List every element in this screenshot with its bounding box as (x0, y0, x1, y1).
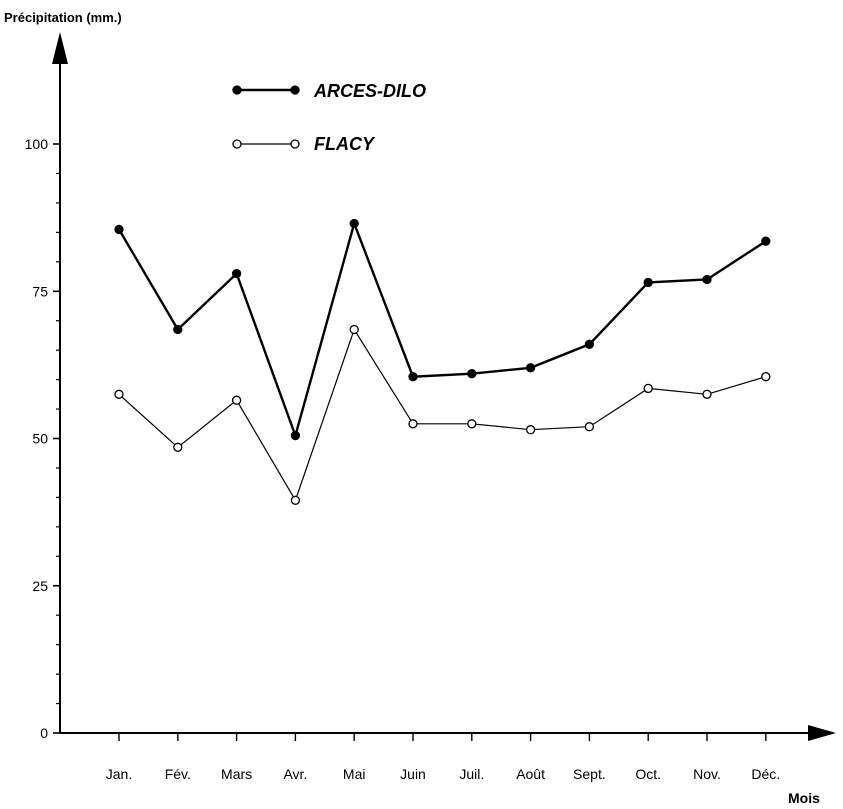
y-tick-label-50: 50 (32, 431, 48, 447)
legend-marker-arces-dilo-1 (232, 85, 242, 95)
legend-item-arces-dilo: ARCES-DILO (232, 81, 426, 101)
legend-marker-flacy-2 (290, 139, 300, 149)
y-tick-label-75: 75 (32, 283, 48, 299)
x-tick-label-juil: Juil. (459, 766, 484, 782)
point-flacy-juin (408, 419, 418, 429)
point-arces-dilo-avr (290, 430, 301, 441)
x-tick-label-mai: Mai (343, 766, 366, 782)
x-tick-label-nov: Nov. (693, 766, 721, 782)
legend-marker-flacy-1 (232, 139, 242, 149)
y-tick-label-100: 100 (25, 136, 49, 152)
point-flacy-oct (643, 383, 653, 394)
series-arces-dilo (114, 218, 771, 441)
x-tick-label-dec: Déc. (751, 766, 780, 782)
point-arces-dilo-mai (349, 218, 359, 229)
x-tick-label-fev: Fév. (165, 766, 191, 782)
legend: ARCES-DILO FLACY (232, 81, 426, 154)
point-arces-dilo-oct (643, 277, 653, 288)
legend-item-flacy: FLACY (232, 134, 376, 154)
point-flacy-mai (349, 324, 359, 335)
x-tick-label-mars: Mars (221, 766, 252, 782)
point-arces-dilo-aout (525, 363, 536, 373)
point-flacy-avr (290, 495, 301, 505)
series-layer (114, 218, 771, 505)
x-axis-label: Mois (788, 790, 820, 806)
point-arces-dilo-mars (231, 268, 242, 279)
point-arces-dilo-nov (702, 274, 712, 285)
point-arces-dilo-juil (467, 369, 477, 379)
x-ticks: Jan. Fév. Mars Avr. Mai Juin Juil. Août Sept. Oct… (106, 733, 780, 782)
point-flacy-jan (114, 389, 124, 399)
point-flacy-aout (525, 425, 536, 435)
y-ticks: 0 25 50 75 100 (25, 136, 60, 741)
x-tick-label-avr: Avr. (283, 766, 307, 782)
legend-label-arces-dilo: ARCES-DILO (313, 81, 426, 101)
point-arces-dilo-juin (408, 372, 418, 382)
point-flacy-nov (702, 389, 712, 399)
point-flacy-sept (584, 422, 595, 432)
point-flacy-fev (173, 442, 183, 452)
x-tick-label-aout: Août (516, 766, 545, 782)
x-tick-label-jan: Jan. (106, 766, 132, 782)
axes (52, 32, 836, 741)
point-arces-dilo-fev (173, 324, 183, 335)
point-arces-dilo-jan (114, 224, 124, 235)
point-arces-dilo-sept (584, 339, 595, 349)
y-axis-arrow (52, 32, 68, 64)
x-tick-label-sept: Sept. (573, 766, 606, 782)
series-line-arces-dilo (117, 219, 767, 440)
point-arces-dilo-dec (761, 236, 771, 246)
y-tick-label-0: 0 (40, 725, 48, 741)
x-tick-label-oct: Oct. (635, 766, 661, 782)
series-flacy (114, 324, 771, 505)
point-flacy-dec (761, 372, 771, 382)
x-tick-label-juin: Juin (400, 766, 426, 782)
x-axis-arrow (808, 725, 836, 741)
series-line-flacy (118, 328, 766, 502)
point-flacy-juil (467, 419, 477, 429)
y-tick-label-25: 25 (32, 578, 48, 594)
legend-label-flacy: FLACY (314, 134, 376, 154)
legend-marker-arces-dilo-2 (290, 85, 300, 95)
y-axis-label: Précipitation (mm.) (4, 10, 122, 25)
point-flacy-mars (231, 395, 242, 405)
